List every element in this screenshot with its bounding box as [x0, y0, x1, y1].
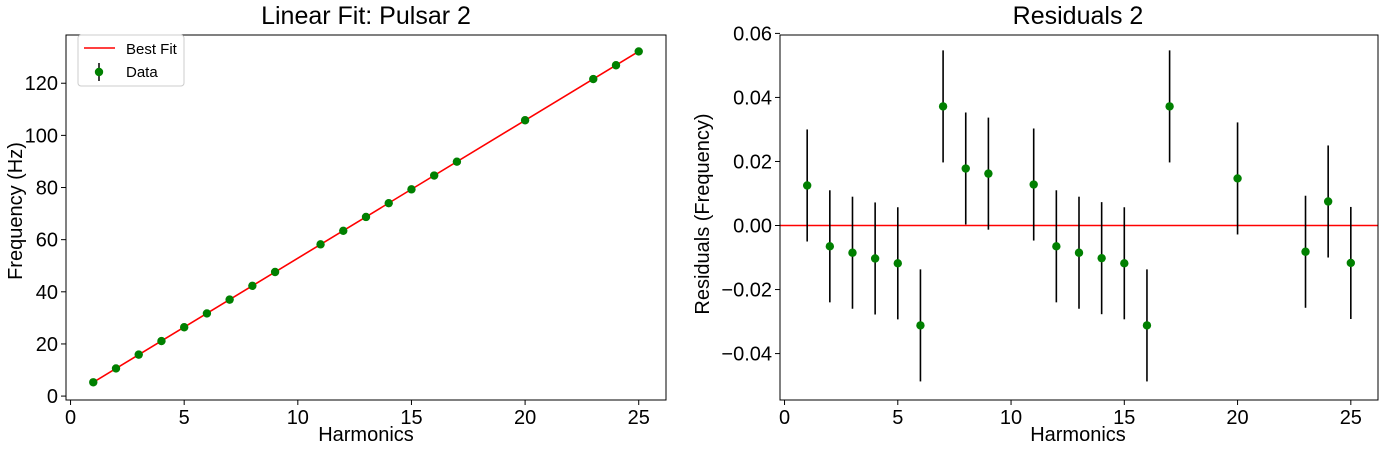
- residuals-chart: Residuals 2 Harmonics Residuals (Frequen…: [692, 2, 1379, 446]
- legend-data-label: Data: [126, 64, 158, 81]
- plot-frame: [65, 34, 667, 401]
- data-point: [961, 164, 970, 173]
- x-tick-label: 5: [892, 407, 903, 429]
- chart-title: Linear Fit: Pulsar 2: [261, 2, 471, 30]
- y-axis-label: Frequency (Hz): [5, 142, 27, 280]
- data-point: [938, 102, 948, 111]
- y-tick-label: 0.06: [733, 23, 772, 45]
- data-point: [611, 61, 621, 70]
- data-point: [248, 281, 257, 291]
- data-point: [384, 198, 393, 208]
- data-point: [1233, 174, 1242, 183]
- data-point: [520, 116, 530, 125]
- x-tick-label: 0: [779, 407, 790, 429]
- x-axis-label: Harmonics: [318, 424, 414, 446]
- x-tick-label: 25: [628, 407, 650, 429]
- x-tick-label: 15: [1113, 407, 1135, 429]
- data-point: [89, 378, 98, 387]
- data-point: [916, 321, 925, 330]
- y-tick-label: 0.02: [733, 151, 772, 173]
- chart-title: Residuals 2: [1013, 2, 1144, 30]
- data-point: [361, 212, 371, 222]
- data-point: [870, 254, 880, 263]
- x-tick-label: 20: [514, 407, 536, 429]
- x-tick-label: 20: [1226, 407, 1248, 429]
- data-point: [825, 242, 835, 251]
- data-point: [1301, 247, 1310, 256]
- data-point: [270, 267, 280, 277]
- data-point: [1120, 259, 1129, 268]
- x-tick-label: 0: [65, 407, 76, 429]
- legend-best-fit-label: Best Fit: [126, 41, 178, 58]
- data-point: [179, 323, 189, 332]
- y-tick-label: 80: [36, 178, 58, 200]
- y-tick-label: 60: [36, 230, 58, 252]
- legend-data-marker: [94, 67, 104, 77]
- data-point: [802, 181, 812, 190]
- y-tick-label: 0.04: [733, 87, 772, 109]
- y-tick-label: 0.00: [733, 216, 772, 238]
- y-tick-label: 120: [25, 73, 58, 95]
- data-point: [225, 295, 234, 304]
- data-point: [1323, 197, 1333, 206]
- data-point: [111, 364, 121, 373]
- data-point: [134, 350, 143, 359]
- x-tick-label: 15: [400, 407, 422, 429]
- data-point: [893, 259, 902, 268]
- x-axis-label: Harmonics: [1030, 424, 1126, 446]
- data-point: [1346, 258, 1356, 268]
- legend: Best Fit Data: [77, 34, 185, 87]
- x-tick-label: 5: [179, 407, 190, 429]
- data-point: [452, 157, 462, 166]
- data-point: [984, 169, 993, 178]
- data-point: [202, 309, 212, 318]
- x-tick-label: 25: [1340, 407, 1362, 429]
- y-tick-label: 20: [36, 334, 58, 356]
- data-point: [1142, 321, 1152, 330]
- data-point: [1029, 180, 1038, 189]
- data-point: [316, 240, 325, 249]
- y-tick-label: 100: [25, 125, 58, 147]
- data-point: [848, 248, 857, 257]
- data-point: [1074, 248, 1084, 257]
- data-point: [407, 185, 416, 194]
- data-point: [1052, 242, 1061, 251]
- data-point: [1165, 102, 1174, 111]
- linear-fit-chart: Linear Fit: Pulsar 2 Harmonics Frequency…: [5, 2, 667, 446]
- plot-frame: [779, 34, 1379, 401]
- y-tick-label: 40: [36, 282, 58, 304]
- y-tick-label: −0.02: [721, 280, 772, 302]
- data-point: [429, 171, 439, 180]
- data-point: [634, 47, 643, 56]
- y-tick-label: 0: [47, 386, 58, 408]
- data-point: [339, 226, 348, 235]
- y-tick-label: −0.04: [721, 344, 772, 366]
- x-tick-label: 10: [287, 407, 309, 429]
- x-tick-label: 10: [1000, 407, 1022, 429]
- data-point: [1097, 253, 1106, 263]
- y-axis-label: Residuals (Frequency): [692, 113, 714, 314]
- data-point: [157, 336, 166, 346]
- data-point: [589, 74, 598, 84]
